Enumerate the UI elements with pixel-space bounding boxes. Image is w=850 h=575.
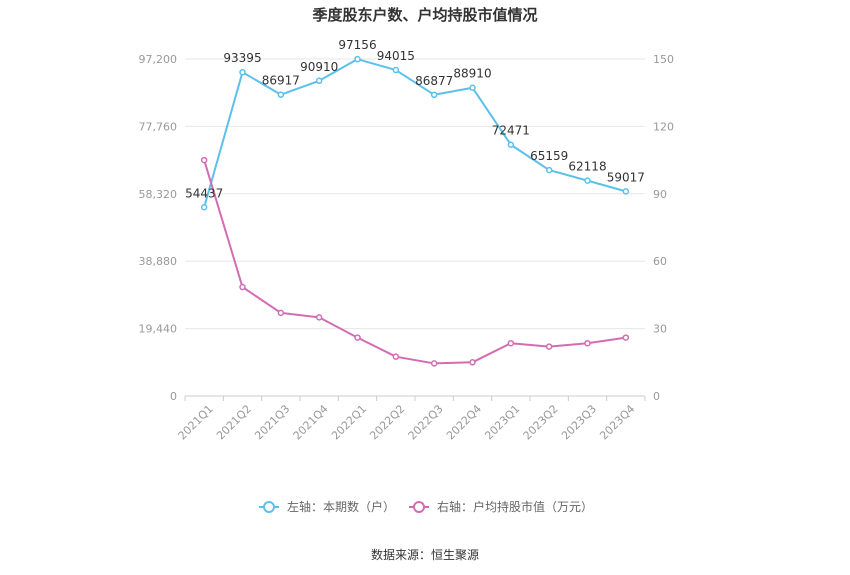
x-tick-label: 2021Q4 (291, 402, 331, 442)
x-tick-label: 2021Q2 (214, 402, 254, 442)
data-point (622, 334, 630, 341)
series-points (200, 55, 630, 367)
data-point (354, 55, 361, 63)
legend-label: 右轴：户均持股市值（万元） (437, 499, 593, 514)
x-tick-label: 2023Q3 (559, 402, 599, 442)
data-point (315, 77, 323, 85)
data-point (469, 359, 476, 366)
chart-title: 季度股东户数、户均持股市值情况 (312, 6, 538, 24)
data-point (354, 334, 361, 341)
left-tick-label: 38,880 (139, 255, 178, 268)
data-labels: 54437 93395869179091097156940158687788910… (185, 38, 645, 200)
data-label: 90910 (300, 60, 338, 74)
right-tick-label: 0 (653, 390, 660, 403)
x-tick-label: 2022Q4 (444, 402, 484, 442)
x-tick-label: 2022Q3 (406, 402, 446, 442)
data-point (277, 309, 285, 317)
data-label: 88910 (453, 67, 491, 81)
data-label: 72471 (492, 124, 530, 138)
data-point (430, 360, 438, 367)
series-lines (203, 58, 627, 365)
legend-item[interactable]: 右轴：户均持股市值（万元） (409, 499, 593, 514)
legend: 左轴：本期数（户） 右轴：户均持股市值（万元） (259, 499, 593, 514)
right-tick-label: 90 (653, 188, 667, 201)
data-label: 86877 (415, 74, 453, 88)
left-axis-ticks: 0 19,440 38,880 58,320 77,760 97,200 (139, 53, 178, 403)
data-label: 62118 (568, 160, 606, 174)
legend-marker-icon (413, 501, 425, 513)
data-label: 86917 (262, 74, 300, 88)
data-point (507, 339, 515, 347)
x-tick-label: 2023Q1 (482, 402, 522, 442)
legend-label: 左轴：本期数（户） (287, 499, 395, 514)
grid-lines (185, 58, 645, 330)
left-tick-label: 58,320 (139, 188, 178, 201)
data-point (584, 177, 591, 184)
left-tick-label: 97,200 (139, 53, 178, 66)
x-tick-label: 2023Q2 (521, 402, 561, 442)
left-tick-label: 19,440 (139, 323, 178, 336)
left-tick-label: 77,760 (139, 120, 178, 133)
data-label: 97156 (338, 38, 376, 52)
data-label: 94015 (377, 49, 415, 63)
x-tick-label: 2022Q2 (367, 402, 407, 442)
data-point (622, 188, 630, 195)
data-label: 93395 (223, 51, 261, 65)
x-tick-label: 2023Q4 (597, 402, 637, 442)
data-point (200, 204, 208, 211)
series-line-1 (203, 159, 626, 365)
right-tick-label: 30 (653, 323, 667, 336)
series-line-0 (203, 58, 627, 208)
right-tick-label: 120 (653, 120, 674, 133)
data-point (469, 84, 476, 91)
data-point (545, 343, 553, 350)
source-note: 数据来源：恒生聚源 (370, 548, 479, 562)
data-point (430, 91, 438, 99)
data-point (315, 314, 323, 321)
data-point (392, 353, 400, 360)
data-label: 59017 (607, 170, 645, 184)
data-point (277, 91, 285, 98)
data-point (392, 66, 400, 74)
data-point (545, 166, 553, 174)
right-tick-label: 60 (653, 255, 667, 268)
x-tick-label: 2021Q3 (252, 402, 292, 442)
x-axis: 2021Q12021Q22021Q32021Q42022Q12022Q22022… (176, 395, 646, 442)
legend-item[interactable]: 左轴：本期数（户） (259, 499, 395, 514)
x-tick-label: 2021Q1 (176, 402, 216, 442)
data-label: 54437 (185, 186, 223, 200)
right-axis-ticks: 0 30 60 90 120 150 (653, 53, 674, 403)
data-point (584, 339, 591, 347)
data-point (239, 283, 246, 291)
right-tick-label: 150 (653, 53, 674, 66)
data-point (239, 68, 246, 76)
data-point (200, 156, 208, 164)
legend-marker-icon (263, 501, 275, 513)
x-tick-label: 2022Q1 (329, 402, 369, 442)
left-tick-label: 0 (170, 390, 177, 403)
data-point (507, 141, 515, 148)
data-label: 65159 (530, 149, 568, 163)
